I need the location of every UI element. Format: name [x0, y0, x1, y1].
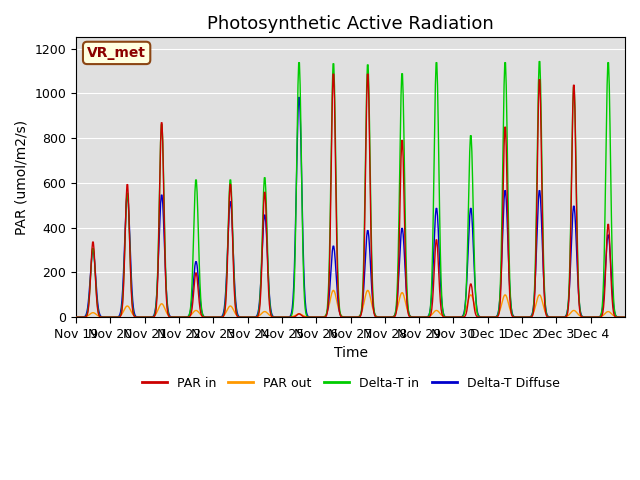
- Y-axis label: PAR (umol/m2/s): PAR (umol/m2/s): [15, 120, 29, 235]
- Text: VR_met: VR_met: [87, 46, 146, 60]
- Legend: PAR in, PAR out, Delta-T in, Delta-T Diffuse: PAR in, PAR out, Delta-T in, Delta-T Dif…: [136, 372, 564, 395]
- X-axis label: Time: Time: [333, 346, 367, 360]
- Title: Photosynthetic Active Radiation: Photosynthetic Active Radiation: [207, 15, 494, 33]
